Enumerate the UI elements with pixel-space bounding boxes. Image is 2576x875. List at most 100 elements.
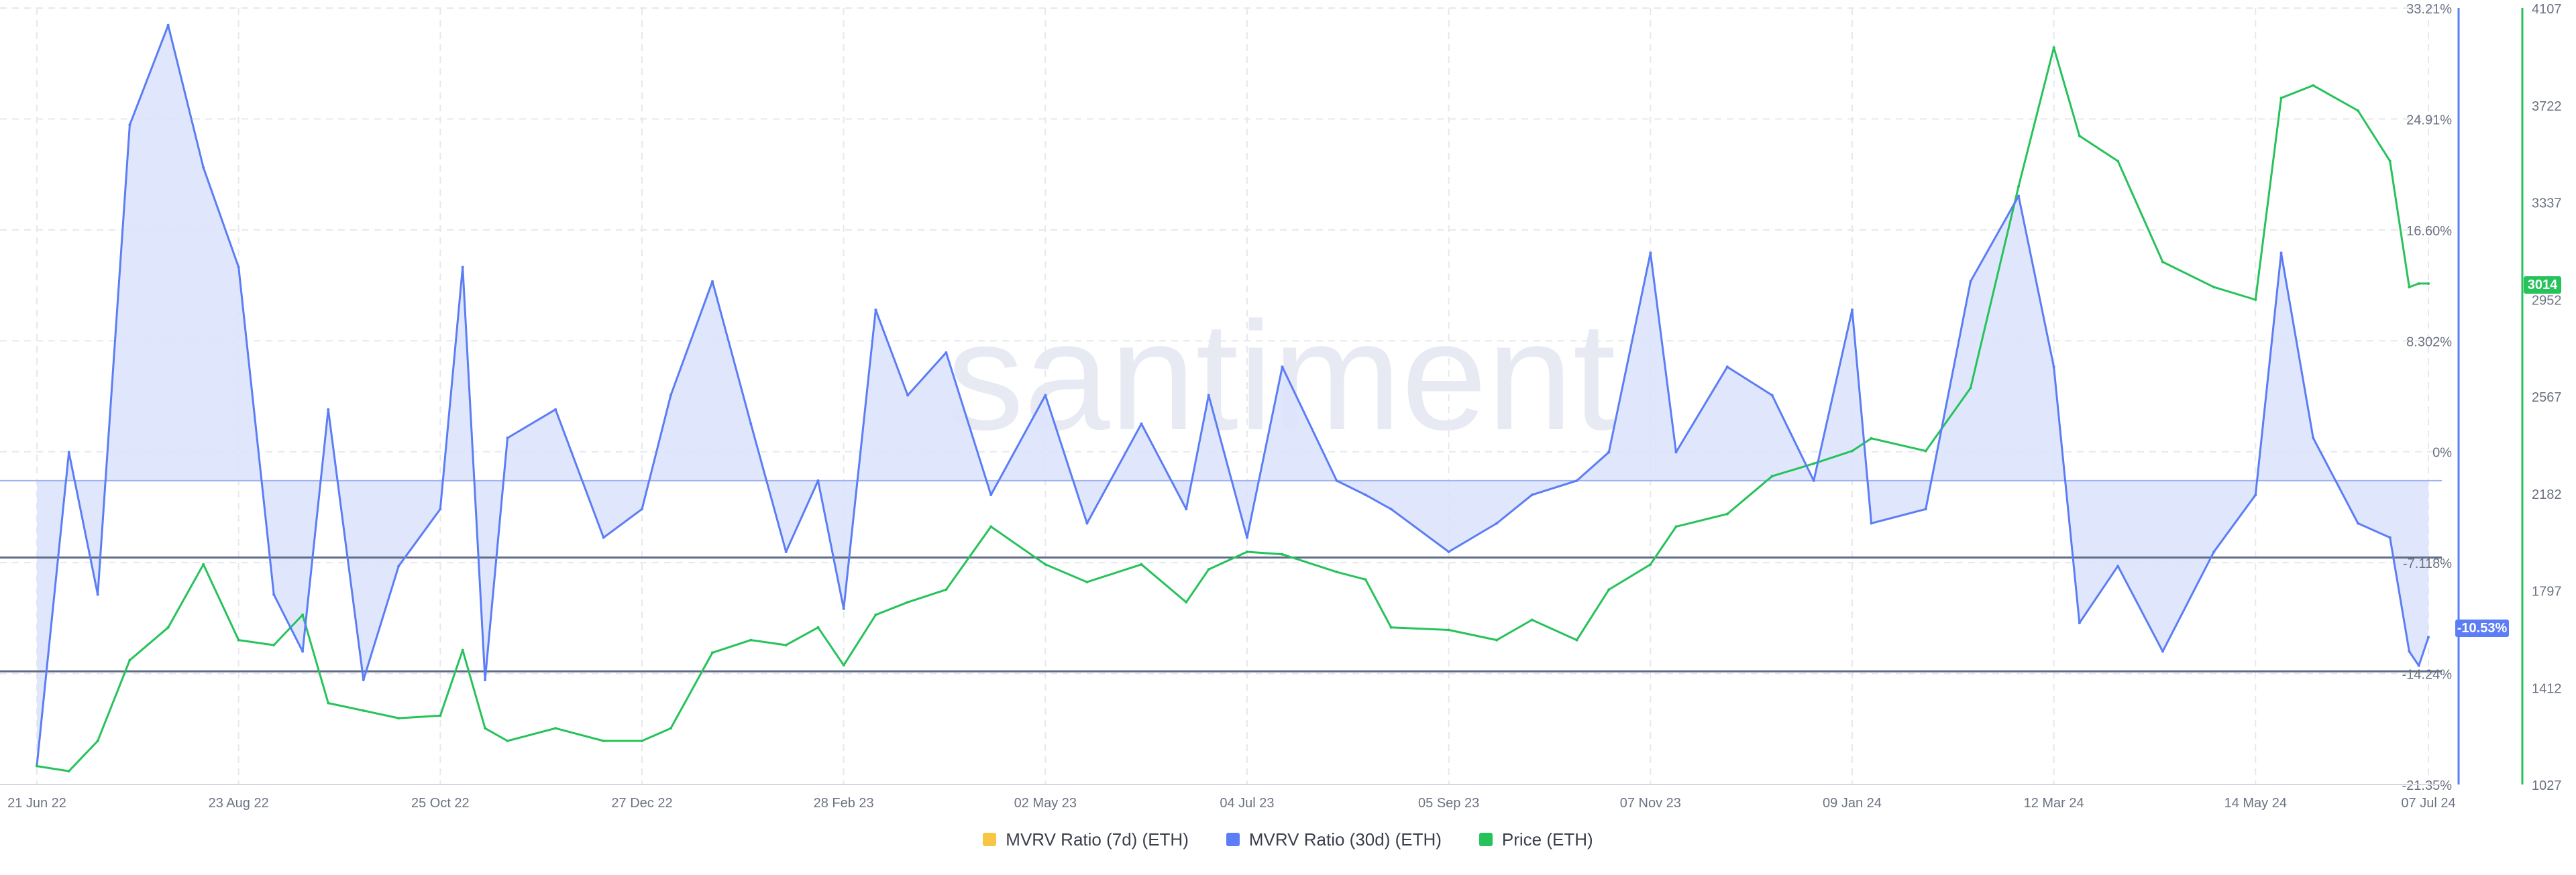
price-badge-bg [2524,276,2561,294]
legend-swatch [1479,833,1493,846]
price-point [2312,84,2315,87]
mvrv-badge: -10.53% [2457,621,2508,636]
price-point [1575,638,1578,642]
price-point [202,563,205,566]
mvrv-point [1364,493,1367,497]
series-lines [36,23,2430,773]
mvrv-point [2279,251,2283,255]
reference-lines [0,479,2442,673]
mvrv-point [842,607,845,610]
price-point [1495,638,1499,642]
mvrv-point [2312,436,2315,440]
y-right-tick-label: 3722 [2532,99,2562,114]
mvrv-point [1335,479,1338,482]
y-right-tick-label: 2952 [2532,293,2562,308]
x-tick-label: 02 May 23 [1014,796,1077,811]
price-point [2417,282,2420,285]
legend-item-price[interactable]: Price (ETH) [1479,829,1593,850]
y-left-tick-label: 16.60% [2406,224,2452,239]
price-point [1207,568,1210,571]
price-point [2212,286,2216,289]
price-point [1085,581,1089,584]
mvrv-point [166,23,170,27]
y-left-tick-label: -21.35% [2402,778,2453,793]
price-point [1870,436,1873,440]
mvrv-point [439,508,442,511]
mvrv-point [906,394,910,397]
mvrv-point [2408,650,2411,653]
x-tick-label: 14 May 24 [2224,796,2287,811]
mvrv-point [1674,451,1678,454]
price-point [1674,525,1678,528]
price-point [237,638,240,642]
mvrv-point [784,550,788,553]
mvrv-point [461,266,464,269]
price-point [96,739,99,742]
price-point [1969,386,1972,390]
price-point [1725,512,1729,516]
price-point [484,727,487,730]
price-point [1281,552,1284,556]
mvrv-point [2427,636,2430,639]
mvrv-point [202,166,205,169]
price-point [461,648,464,652]
y-right-tick-label: 3337 [2532,196,2562,211]
mvrv-point [554,408,557,411]
price-point [602,739,605,742]
mvrv-point [669,394,672,397]
y-left-tick-label: -14.24% [2402,668,2453,683]
mvrv-point [749,422,753,425]
price-point [2017,184,2021,188]
mvrv-point [1770,394,1774,397]
price-point [362,709,365,712]
x-tick-label: 05 Sep 23 [1418,796,1479,811]
price-point [2408,286,2411,289]
y-left-tick-label: 8.302% [2406,335,2452,349]
price-point [640,739,643,742]
price-point [1607,588,1611,591]
mvrv-point [1207,394,1210,397]
mvrv-point [1969,280,1972,283]
price-point [397,717,400,720]
mvrv-point [1044,394,1047,397]
price-point [1140,563,1143,566]
mvrv-point [640,508,643,511]
mvrv-point [2017,194,2021,198]
mvrv-point [1725,365,1729,369]
mvrv-area [37,25,2428,766]
price-point [2052,46,2055,50]
mvrv-point [237,266,240,269]
mvrv-badge-bg [2455,620,2509,637]
mvrv-point [1447,550,1450,553]
price-point [1389,626,1393,629]
mvrv-point [2357,522,2360,525]
y-right-tick-label: 4107 [2532,2,2562,17]
price-point [506,739,509,742]
x-tick-label: 21 Jun 22 [7,796,66,811]
y-left-tick-label: 33.21% [2406,2,2452,17]
mvrv-point [1495,522,1499,525]
y-right-tick-label: 1412 [2532,681,2562,696]
mvrv-point [1185,508,1188,511]
price-point [272,644,276,647]
mvrv-point [602,536,605,539]
price-point [1364,578,1367,581]
price-point [2388,160,2392,163]
price-point [554,727,557,730]
legend-label: MVRV Ratio (7d) (ETH) [1006,829,1189,850]
legend-swatch [983,833,997,846]
legend-item-mvrv-7d[interactable]: MVRV Ratio (7d) (ETH) [983,829,1189,850]
mvrv-point [2417,664,2420,667]
price-point [1245,550,1248,553]
y-right-tick-label: 1027 [2532,778,2562,793]
price-point [842,664,845,667]
y-right-tick-label: 2182 [2532,487,2562,502]
price-point [2254,298,2257,302]
price-point [1850,449,1854,453]
price-point [439,714,442,717]
price-point [166,626,170,629]
price-point [67,770,70,773]
legend-item-mvrv-30d[interactable]: MVRV Ratio (30d) (ETH) [1226,829,1442,850]
price-point [1530,618,1534,622]
